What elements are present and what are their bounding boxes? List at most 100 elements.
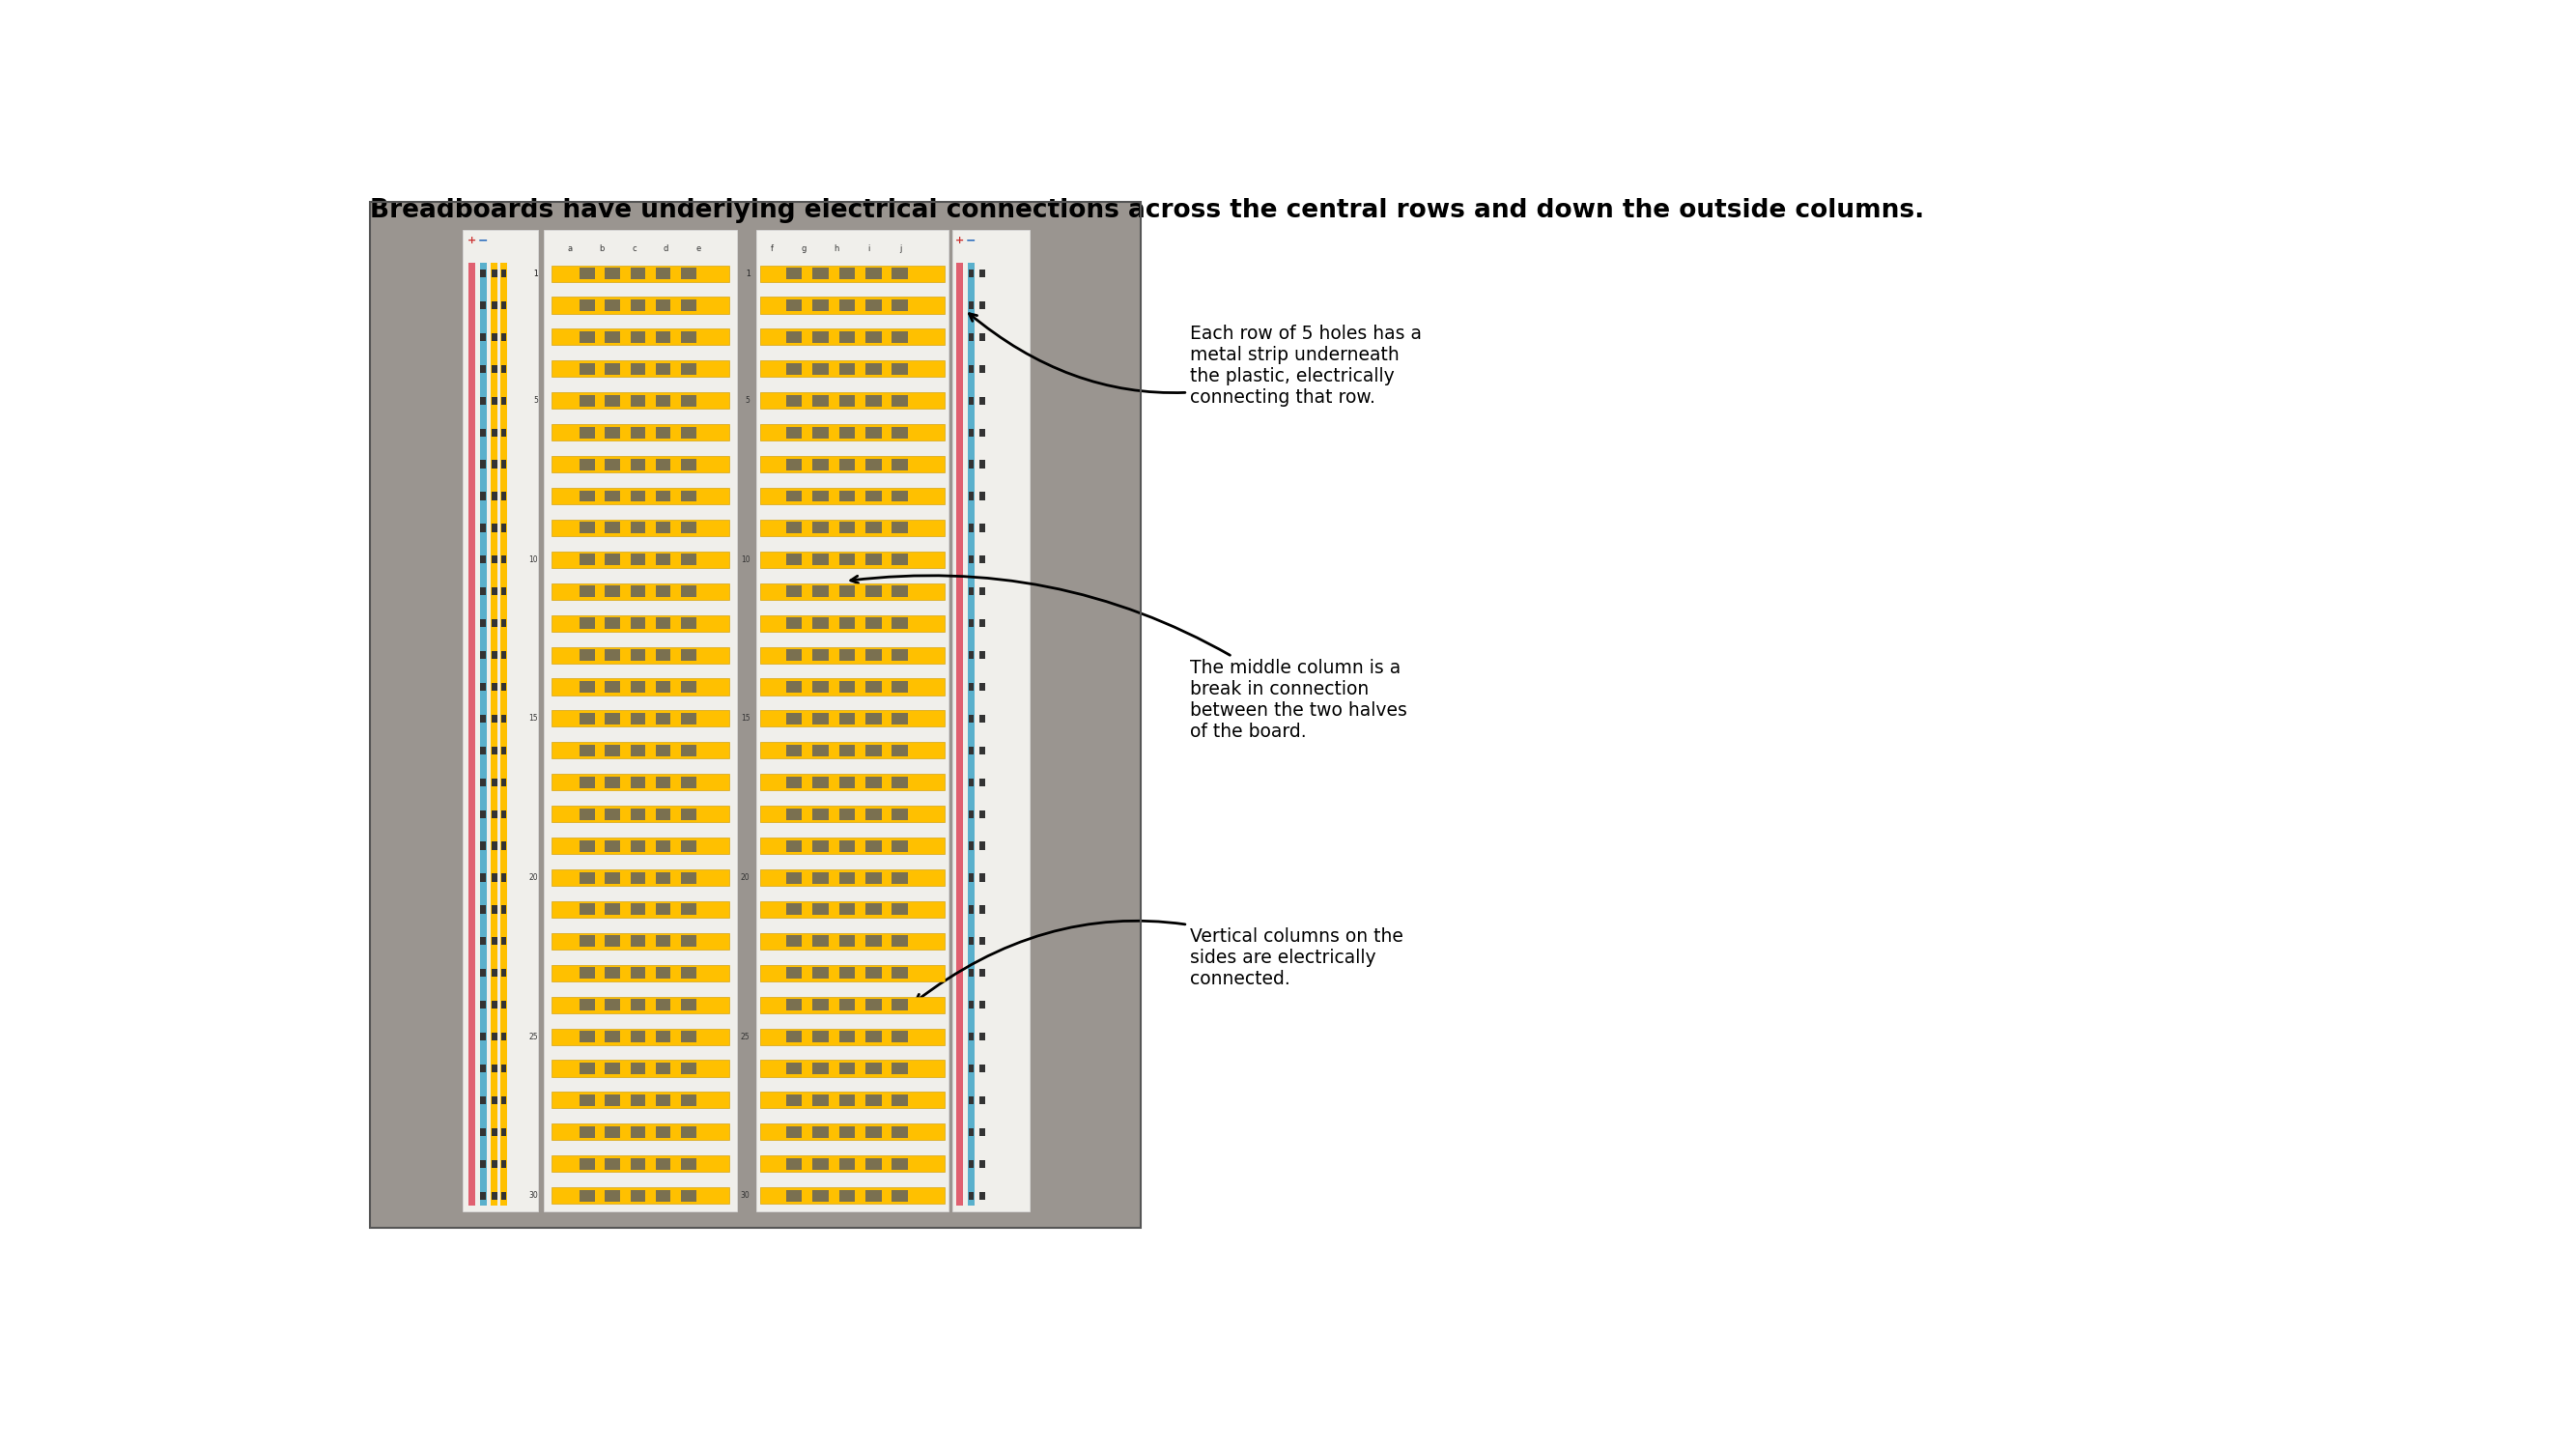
Text: 15: 15: [528, 714, 538, 723]
Bar: [969, 778, 974, 787]
Bar: [631, 585, 647, 597]
Bar: [760, 710, 945, 727]
Bar: [760, 1124, 945, 1140]
Bar: [680, 872, 696, 884]
Bar: [580, 396, 595, 406]
Bar: [840, 332, 855, 343]
Bar: [786, 332, 801, 343]
Bar: [866, 364, 881, 375]
Bar: [840, 1190, 855, 1201]
Bar: [840, 840, 855, 852]
Bar: [840, 585, 855, 597]
Bar: [760, 297, 945, 313]
Bar: [680, 585, 696, 597]
Bar: [866, 840, 881, 852]
Bar: [580, 522, 595, 533]
Bar: [979, 682, 984, 691]
Bar: [840, 554, 855, 565]
Bar: [760, 901, 945, 917]
Bar: [969, 301, 974, 309]
Bar: [680, 426, 696, 438]
Bar: [891, 268, 907, 280]
Text: 25: 25: [528, 1032, 538, 1040]
Bar: [492, 333, 497, 341]
Bar: [500, 555, 507, 564]
Bar: [969, 264, 974, 1206]
Bar: [605, 872, 621, 884]
Bar: [969, 1065, 974, 1072]
Bar: [492, 778, 497, 787]
Bar: [500, 1065, 507, 1072]
Bar: [654, 809, 670, 820]
Bar: [891, 649, 907, 661]
Bar: [680, 968, 696, 980]
Bar: [631, 968, 647, 980]
Bar: [492, 810, 497, 819]
Bar: [840, 364, 855, 375]
Bar: [654, 1158, 670, 1169]
Bar: [786, 713, 801, 724]
Bar: [811, 1126, 829, 1137]
Text: c: c: [631, 245, 636, 254]
Bar: [551, 742, 729, 759]
Bar: [840, 1126, 855, 1137]
Bar: [866, 777, 881, 788]
Bar: [654, 332, 670, 343]
Bar: [631, 1062, 647, 1074]
Bar: [969, 333, 974, 341]
Bar: [866, 1062, 881, 1074]
Bar: [605, 458, 621, 469]
Bar: [605, 554, 621, 565]
Bar: [654, 490, 670, 501]
Bar: [840, 968, 855, 980]
Bar: [500, 938, 507, 945]
Text: 5: 5: [533, 397, 538, 406]
Bar: [891, 936, 907, 948]
Bar: [482, 429, 487, 436]
Bar: [891, 300, 907, 312]
Bar: [979, 906, 984, 913]
Bar: [482, 1001, 487, 1009]
Bar: [605, 936, 621, 948]
Bar: [969, 1033, 974, 1040]
Bar: [969, 555, 974, 564]
Bar: [482, 365, 487, 372]
Bar: [760, 933, 945, 949]
Bar: [786, 458, 801, 469]
Bar: [979, 651, 984, 659]
Bar: [786, 998, 801, 1010]
Bar: [654, 585, 670, 597]
Bar: [840, 1030, 855, 1042]
Bar: [891, 396, 907, 406]
Bar: [969, 1001, 974, 1009]
Bar: [605, 1158, 621, 1169]
Bar: [551, 997, 729, 1013]
Bar: [811, 840, 829, 852]
Bar: [680, 649, 696, 661]
Bar: [469, 264, 474, 1206]
Bar: [891, 1126, 907, 1137]
Bar: [979, 397, 984, 404]
Bar: [492, 874, 497, 881]
Text: −: −: [479, 233, 489, 246]
Bar: [500, 301, 507, 309]
Text: 30: 30: [739, 1191, 750, 1200]
Bar: [605, 332, 621, 343]
Bar: [840, 426, 855, 438]
Bar: [760, 393, 945, 409]
Bar: [631, 300, 647, 312]
Bar: [580, 840, 595, 852]
Text: The middle column is a
break in connection
between the two halves
of the board.: The middle column is a break in connecti…: [850, 575, 1406, 742]
Bar: [580, 745, 595, 756]
Bar: [500, 333, 507, 341]
Bar: [580, 268, 595, 280]
Bar: [979, 938, 984, 945]
Bar: [786, 554, 801, 565]
Bar: [654, 649, 670, 661]
Bar: [654, 904, 670, 916]
Text: +: +: [466, 235, 477, 245]
Bar: [551, 393, 729, 409]
Bar: [654, 998, 670, 1010]
Text: 20: 20: [528, 874, 538, 882]
Bar: [580, 649, 595, 661]
